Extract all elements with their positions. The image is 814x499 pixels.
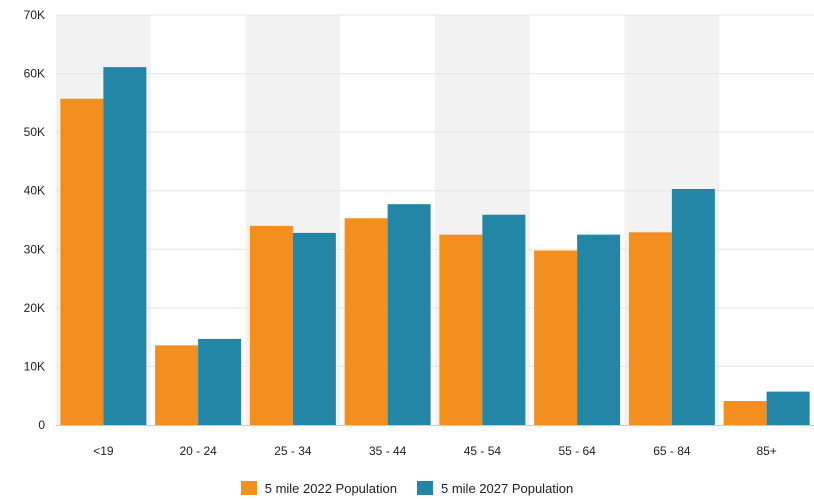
bar-2027[interactable]	[292, 232, 336, 425]
bar-2027[interactable]	[103, 67, 147, 425]
x-tick-label: 35 - 44	[369, 444, 407, 458]
y-tick-label: 70K	[24, 8, 45, 22]
y-tick-label: 30K	[24, 242, 45, 256]
legend-label-2027: 5 mile 2027 Population	[441, 480, 574, 496]
x-tick-label: 45 - 54	[464, 444, 502, 458]
bar-2027[interactable]	[766, 391, 810, 425]
y-tick-label: 20K	[24, 301, 45, 315]
bar-2022[interactable]	[534, 250, 578, 425]
x-tick-label: 65 - 84	[653, 444, 691, 458]
y-tick-label: 60K	[24, 67, 45, 81]
legend-swatch-2022	[240, 481, 257, 495]
x-tick-label: 55 - 64	[558, 444, 596, 458]
y-tick-label: 10K	[24, 359, 45, 373]
x-tick-label: 85+	[756, 444, 776, 458]
bars	[60, 67, 810, 425]
y-tick-label: 50K	[24, 125, 45, 139]
bar-2027[interactable]	[387, 204, 431, 425]
x-tick-label: 20 - 24	[179, 444, 217, 458]
legend-item-2027[interactable]: 5 mile 2027 Population	[417, 481, 573, 496]
bar-2022[interactable]	[249, 225, 293, 425]
bar-2027[interactable]	[482, 214, 526, 425]
bar-2022[interactable]	[439, 234, 483, 425]
bar-2022[interactable]	[155, 345, 199, 425]
axes: 0 10K 20K 30K 40K 50K 60K 70K <19 20 - 24 25 - 34 3…	[24, 8, 814, 458]
legend-label-2022: 5 mile 2022 Population	[264, 480, 397, 496]
bar-2027[interactable]	[671, 188, 715, 425]
x-tick-label: 25 - 34	[274, 444, 312, 458]
bar-2027[interactable]	[577, 234, 621, 425]
legend: 5 mile 2022 Population 5 mile 2027 Popul…	[0, 478, 814, 498]
y-tick-label: 0	[38, 418, 45, 432]
legend-item-2022[interactable]: 5 mile 2022 Population	[240, 480, 397, 496]
legend-swatch-2027	[417, 481, 433, 495]
bar-2022[interactable]	[60, 98, 104, 425]
bar-2022[interactable]	[628, 232, 672, 425]
bar-chart: 0 10K 20K 30K 40K 50K 60K 70K <19 20 - 24 25 - 34 3…	[24, 8, 814, 458]
y-tick-label: 40K	[24, 184, 45, 198]
x-tick-label: <19	[93, 444, 114, 458]
bar-2027[interactable]	[198, 338, 242, 425]
bar-2022[interactable]	[723, 400, 767, 425]
bar-2022[interactable]	[344, 218, 388, 425]
